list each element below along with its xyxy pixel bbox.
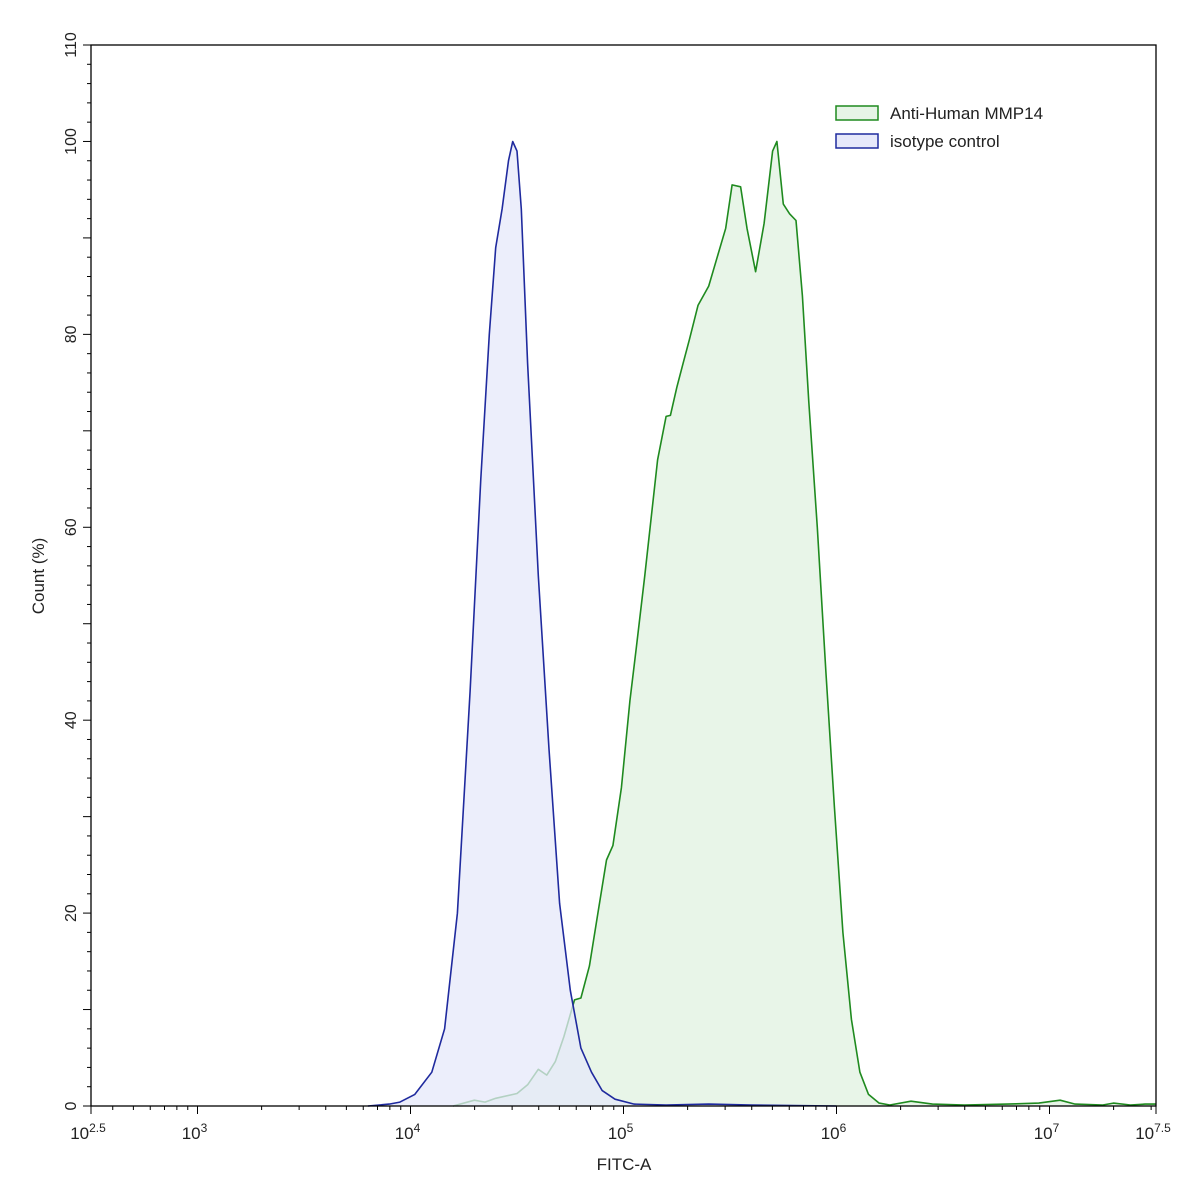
y-axis-ticks: 0 20 40 60 80 100 110 (63, 32, 91, 1110)
x-axis-label: FITC-A (597, 1155, 652, 1174)
series-area-1 (367, 141, 837, 1106)
legend-label: Anti-Human MMP14 (890, 104, 1043, 123)
x-axis-ticks: 102.5 103 104 105 106 107 107.5 (70, 1106, 1171, 1143)
legend-label: isotype control (890, 132, 1000, 151)
y-tick-label: 20 (63, 904, 80, 922)
x-tick-label: 105 (608, 1121, 634, 1143)
legend: Anti-Human MMP14 isotype control (835, 104, 1043, 151)
series-group (367, 140, 1157, 1107)
y-axis-label: Count (%) (29, 538, 48, 615)
y-tick-label: 0 (63, 1101, 80, 1110)
x-tick-label: 107.5 (1135, 1121, 1171, 1143)
legend-swatch (835, 133, 879, 149)
series-area-0 (453, 141, 1157, 1106)
y-tick-label: 100 (63, 128, 80, 155)
y-tick-label: 40 (63, 711, 80, 729)
y-tick-label: 80 (63, 325, 80, 343)
legend-swatch (835, 105, 879, 121)
x-tick-label: 104 (395, 1121, 421, 1143)
x-tick-label: 106 (821, 1121, 847, 1143)
y-tick-label: 60 (63, 518, 80, 536)
series-line-0 (452, 140, 1156, 1107)
y-tick-label: 110 (63, 32, 80, 58)
x-tick-label: 107 (1034, 1121, 1060, 1143)
x-tick-label: 103 (182, 1121, 208, 1143)
x-tick-label: 102.5 (70, 1121, 106, 1143)
series-line-1 (367, 140, 837, 1107)
